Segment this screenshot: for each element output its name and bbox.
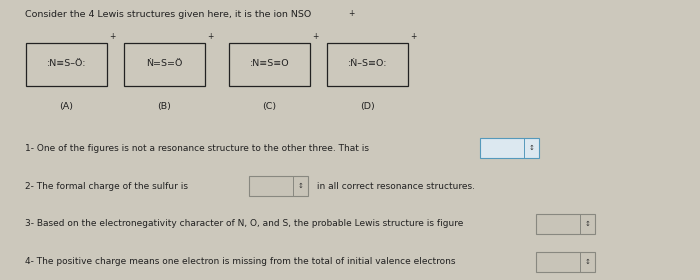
- Text: (C): (C): [262, 102, 276, 111]
- Text: :Ṅ–S≡O:: :Ṅ–S≡O:: [348, 59, 387, 67]
- Text: +: +: [312, 32, 319, 41]
- Text: ↕: ↕: [528, 145, 534, 151]
- Text: :N≡S≡O: :N≡S≡O: [250, 59, 289, 67]
- Bar: [27, 43, 106, 86]
- Bar: [536, 252, 595, 272]
- Text: (B): (B): [158, 102, 172, 111]
- Text: +: +: [207, 32, 214, 41]
- Bar: [230, 43, 309, 86]
- Text: (A): (A): [60, 102, 74, 111]
- Text: 4- The positive charge means one electron is missing from the total of initial v: 4- The positive charge means one electro…: [25, 257, 455, 266]
- Bar: [125, 43, 204, 86]
- Bar: [536, 214, 595, 234]
- Text: :N≡S–Ö:: :N≡S–Ö:: [47, 59, 86, 67]
- Text: +: +: [109, 32, 116, 41]
- Text: 2- The formal charge of the sulfur is: 2- The formal charge of the sulfur is: [25, 182, 188, 191]
- Text: Ṅ=S=Ö: Ṅ=S=Ö: [146, 59, 183, 67]
- Text: 3- Based on the electronegativity character of N, O, and S, the probable Lewis s: 3- Based on the electronegativity charac…: [25, 220, 463, 228]
- Text: (D): (D): [360, 102, 375, 111]
- Text: +: +: [410, 32, 417, 41]
- Bar: [248, 176, 308, 196]
- Text: +: +: [348, 9, 354, 18]
- Bar: [328, 43, 407, 86]
- Text: in all correct resonance structures.: in all correct resonance structures.: [314, 182, 475, 191]
- Text: ↕: ↕: [584, 221, 590, 227]
- Text: Consider the 4 Lewis structures given here, it is the ion NSO: Consider the 4 Lewis structures given he…: [25, 10, 311, 19]
- Text: ↕: ↕: [584, 259, 590, 265]
- Bar: [480, 138, 539, 158]
- Text: 1- One of the figures is not a resonance structure to the other three. That is: 1- One of the figures is not a resonance…: [25, 144, 368, 153]
- Text: ↕: ↕: [298, 183, 303, 189]
